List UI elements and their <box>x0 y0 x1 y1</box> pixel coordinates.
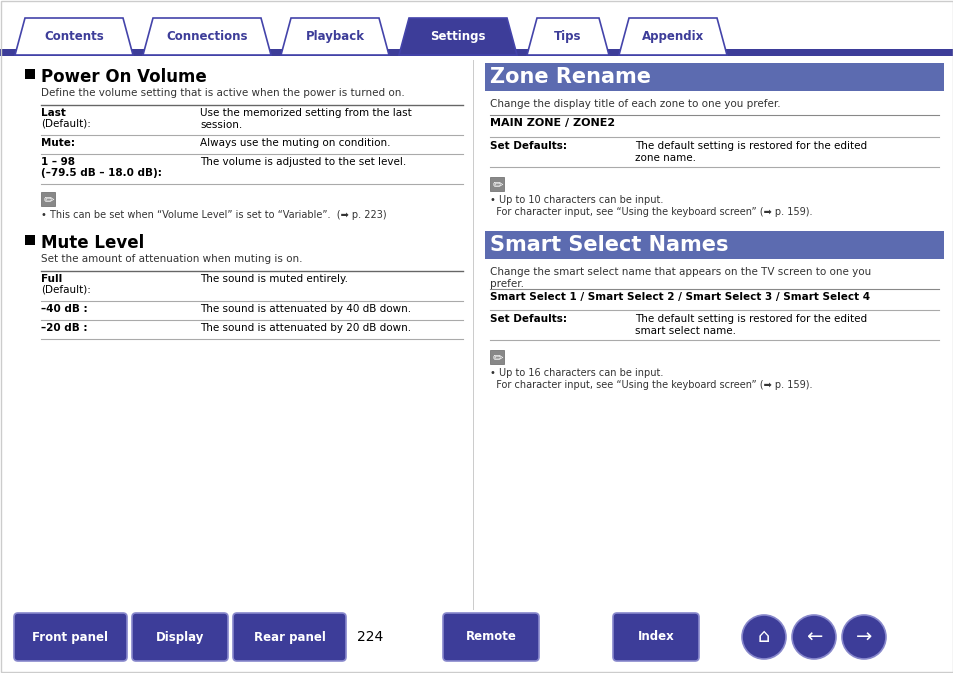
Circle shape <box>841 615 885 659</box>
Text: Tips: Tips <box>554 30 581 43</box>
Text: MAIN ZONE / ZONE2: MAIN ZONE / ZONE2 <box>490 118 615 128</box>
Text: (Default):: (Default): <box>41 285 91 295</box>
Text: ✏: ✏ <box>44 194 54 207</box>
FancyBboxPatch shape <box>233 613 346 661</box>
Bar <box>484 63 943 91</box>
FancyBboxPatch shape <box>132 613 228 661</box>
Polygon shape <box>281 18 389 55</box>
Text: The sound is muted entirely.: The sound is muted entirely. <box>200 274 348 284</box>
Bar <box>484 231 943 259</box>
Text: Playback: Playback <box>305 30 364 43</box>
Text: The sound is attenuated by 40 dB down.: The sound is attenuated by 40 dB down. <box>200 304 411 314</box>
Text: Zone Rename: Zone Rename <box>490 67 650 87</box>
Text: ✏: ✏ <box>493 179 503 192</box>
Text: Set Defaults:: Set Defaults: <box>490 314 566 324</box>
Text: ⌂: ⌂ <box>757 627 769 647</box>
Text: 224: 224 <box>356 630 383 644</box>
Polygon shape <box>143 18 271 55</box>
Text: Front panel: Front panel <box>32 631 109 643</box>
Text: Change the display title of each zone to one you prefer.: Change the display title of each zone to… <box>490 99 780 109</box>
Text: Use the memorized setting from the last
session.: Use the memorized setting from the last … <box>200 108 412 130</box>
Text: (–79.5 dB – 18.0 dB):: (–79.5 dB – 18.0 dB): <box>41 168 162 178</box>
Bar <box>41 192 55 206</box>
Text: –20 dB :: –20 dB : <box>41 323 88 333</box>
Text: The sound is attenuated by 20 dB down.: The sound is attenuated by 20 dB down. <box>200 323 411 333</box>
Bar <box>25 69 35 79</box>
Circle shape <box>741 615 785 659</box>
Text: Mute:: Mute: <box>41 138 75 148</box>
Text: ←: ← <box>805 627 821 647</box>
Text: Set the amount of attenuation when muting is on.: Set the amount of attenuation when mutin… <box>41 254 302 264</box>
Polygon shape <box>526 18 608 55</box>
Text: Mute Level: Mute Level <box>41 234 144 252</box>
Text: –40 dB :: –40 dB : <box>41 304 88 314</box>
Text: • Up to 10 characters can be input.
  For character input, see “Using the keyboa: • Up to 10 characters can be input. For … <box>490 195 812 217</box>
Bar <box>0 49 953 56</box>
Bar <box>490 177 503 191</box>
Circle shape <box>791 615 835 659</box>
Text: Remote: Remote <box>465 631 516 643</box>
Polygon shape <box>15 18 132 55</box>
Bar <box>25 235 35 245</box>
FancyBboxPatch shape <box>442 613 538 661</box>
FancyBboxPatch shape <box>14 613 127 661</box>
FancyBboxPatch shape <box>613 613 699 661</box>
Bar <box>473 60 474 610</box>
Text: Smart Select 1 / Smart Select 2 / Smart Select 3 / Smart Select 4: Smart Select 1 / Smart Select 2 / Smart … <box>490 292 869 302</box>
Text: • This can be set when “Volume Level” is set to “Variable”.  (➡ p. 223): • This can be set when “Volume Level” is… <box>41 210 386 220</box>
Text: Power On Volume: Power On Volume <box>41 68 207 86</box>
Polygon shape <box>398 18 517 55</box>
Text: Last: Last <box>41 108 66 118</box>
Text: Change the smart select name that appears on the TV screen to one you
prefer.: Change the smart select name that appear… <box>490 267 870 289</box>
Text: Contents: Contents <box>44 30 104 43</box>
Text: Smart Select Names: Smart Select Names <box>490 235 728 255</box>
Text: Appendix: Appendix <box>641 30 703 43</box>
Text: Display: Display <box>155 631 204 643</box>
Text: Define the volume setting that is active when the power is turned on.: Define the volume setting that is active… <box>41 88 404 98</box>
Text: Set Defaults:: Set Defaults: <box>490 141 566 151</box>
Text: The default setting is restored for the edited
smart select name.: The default setting is restored for the … <box>635 314 866 336</box>
Bar <box>490 350 503 364</box>
Text: 1 – 98: 1 – 98 <box>41 157 75 167</box>
Text: Settings: Settings <box>430 30 485 43</box>
Text: The volume is adjusted to the set level.: The volume is adjusted to the set level. <box>200 157 406 167</box>
Text: ✏: ✏ <box>493 352 503 365</box>
Text: →: → <box>855 627 871 647</box>
Text: Full: Full <box>41 274 62 284</box>
Text: Connections: Connections <box>166 30 248 43</box>
Text: Rear panel: Rear panel <box>253 631 325 643</box>
Text: The default setting is restored for the edited
zone name.: The default setting is restored for the … <box>635 141 866 163</box>
Text: Always use the muting on condition.: Always use the muting on condition. <box>200 138 390 148</box>
Text: • Up to 16 characters can be input.
  For character input, see “Using the keyboa: • Up to 16 characters can be input. For … <box>490 368 812 390</box>
Text: Index: Index <box>637 631 674 643</box>
Polygon shape <box>618 18 726 55</box>
Text: (Default):: (Default): <box>41 119 91 129</box>
